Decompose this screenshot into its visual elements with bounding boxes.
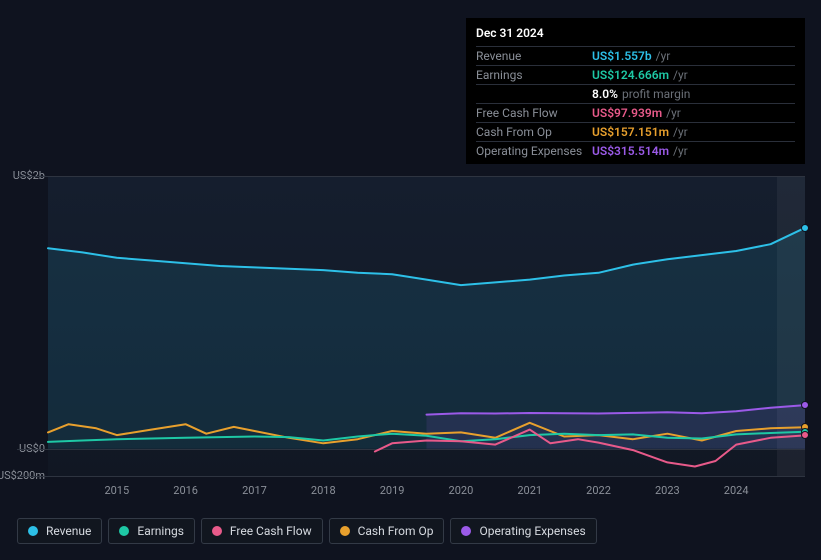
legend-swatch: [340, 526, 350, 536]
tooltip-row-label: Free Cash Flow: [476, 106, 592, 120]
legend-swatch: [119, 526, 129, 536]
x-axis-label: 2016: [173, 484, 198, 497]
x-axis-label: 2017: [242, 484, 267, 497]
x-axis-label: 2023: [655, 484, 680, 497]
legend-swatch: [212, 526, 222, 536]
x-axis-label: 2024: [724, 484, 749, 497]
x-axis-label: 2018: [311, 484, 336, 497]
legend-label: Cash From Op: [358, 524, 434, 538]
tooltip-row-label: Operating Expenses: [476, 144, 592, 158]
tooltip-row-value: US$157.151m: [592, 125, 669, 139]
x-axis-label: 2019: [380, 484, 405, 497]
legend-label: Operating Expenses: [479, 524, 585, 538]
tooltip-row-value: US$1.557b: [592, 49, 652, 63]
tooltip-row-unit: /yr: [666, 106, 681, 120]
tooltip-box: Dec 31 2024 RevenueUS$1.557b/yrEarningsU…: [466, 18, 805, 164]
legend-swatch: [28, 526, 38, 536]
tooltip-row: RevenueUS$1.557b/yr: [476, 46, 795, 65]
legend-item-free-cash-flow[interactable]: Free Cash Flow: [201, 518, 323, 544]
series-end-dot: [801, 431, 809, 439]
tooltip-row-value: US$315.514m: [592, 144, 669, 158]
chart-area[interactable]: [17, 176, 805, 476]
tooltip-row: EarningsUS$124.666m/yr: [476, 65, 795, 84]
legend-label: Earnings: [137, 524, 184, 538]
x-axis: 2015 2016 2017 2018 2019 2020 2021 2022 2023 2024: [17, 484, 805, 498]
legend-label: Free Cash Flow: [230, 524, 312, 538]
legend-item-revenue[interactable]: Revenue: [17, 518, 102, 544]
legend-item-cash-from-op[interactable]: Cash From Op: [329, 518, 445, 544]
tooltip-date: Dec 31 2024: [476, 26, 795, 40]
x-axis-label: 2015: [104, 484, 129, 497]
tooltip-row-value: US$124.666m: [592, 68, 669, 82]
legend-item-operating-expenses[interactable]: Operating Expenses: [450, 518, 596, 544]
tooltip-row-unit: /yr: [673, 125, 688, 139]
series-end-dot: [801, 224, 809, 232]
x-axis-label: 2021: [517, 484, 542, 497]
tooltip-row: Operating ExpensesUS$315.514m/yr: [476, 141, 795, 160]
chart-svg: [48, 176, 805, 476]
legend-swatch: [461, 526, 471, 536]
legend-label: Revenue: [46, 524, 91, 538]
tooltip-row-value: US$97.939m: [592, 106, 662, 120]
tooltip-row-label: Revenue: [476, 49, 592, 63]
tooltip-row: Free Cash FlowUS$97.939m/yr: [476, 103, 795, 122]
gridline: [17, 476, 805, 477]
tooltip-row-extra: 8.0% profit margin: [476, 84, 795, 103]
x-axis-label: 2022: [586, 484, 611, 497]
tooltip-row-label: Earnings: [476, 68, 592, 82]
tooltip-row-unit: /yr: [656, 49, 671, 63]
x-axis-label: 2020: [449, 484, 474, 497]
tooltip-row: Cash From OpUS$157.151m/yr: [476, 122, 795, 141]
tooltip-row-unit: /yr: [673, 68, 688, 82]
series-end-dot: [801, 401, 809, 409]
legend: Revenue Earnings Free Cash Flow Cash From O…: [17, 518, 597, 544]
tooltip-row-label: Cash From Op: [476, 125, 592, 139]
legend-item-earnings[interactable]: Earnings: [108, 518, 195, 544]
tooltip-row-unit: /yr: [673, 144, 688, 158]
